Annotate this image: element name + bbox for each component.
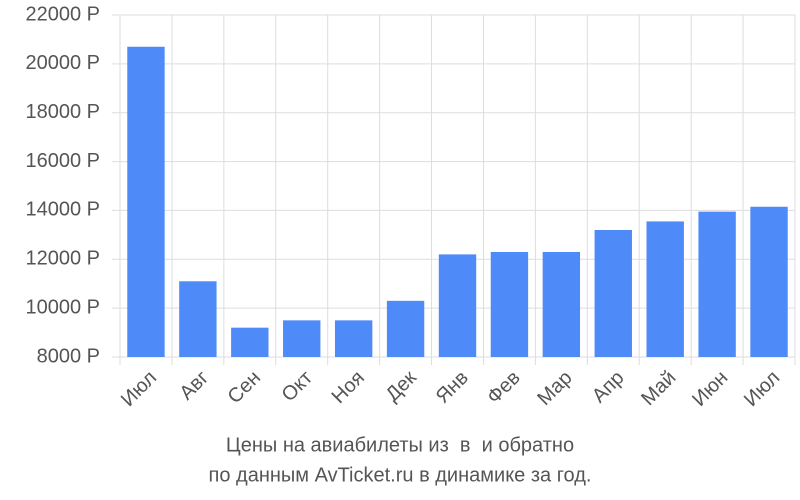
bar	[179, 281, 217, 357]
x-tick-label: Дек	[382, 367, 421, 406]
x-tick-label: Июл	[117, 367, 161, 411]
y-tick-label: 10000 Р	[25, 296, 100, 318]
bar	[283, 320, 321, 357]
bar	[594, 229, 632, 357]
bar	[490, 251, 529, 357]
bar	[438, 254, 477, 357]
x-tick-label: Мар	[533, 367, 576, 410]
x-tick-label: Июн	[688, 367, 732, 411]
y-tick-label: 14000 Р	[25, 199, 100, 221]
bar	[127, 46, 165, 357]
x-tick-label: Фев	[483, 367, 525, 409]
y-tick-label: 20000 Р	[25, 52, 100, 74]
y-tick-label: 12000 Р	[25, 248, 100, 270]
x-tick-label: Май	[637, 367, 680, 410]
chart-subtitle: по данным AvTicket.ru в динамике за год.	[209, 464, 592, 486]
bar	[646, 221, 684, 357]
x-tick-label: Окт	[278, 367, 317, 406]
chart-title: Цены на авиабилеты из в и обратно	[226, 434, 574, 456]
y-tick-label: 16000 Р	[25, 150, 100, 172]
x-tick-label: Июл	[740, 367, 784, 411]
bar	[386, 300, 425, 357]
x-tick-label: Янв	[432, 367, 473, 408]
y-tick-label: 22000 Р	[25, 3, 100, 25]
bar	[542, 251, 581, 357]
x-tick-label: Ноя	[328, 367, 369, 408]
x-tick-label: Авг	[175, 367, 213, 405]
y-tick-label: 8000 Р	[37, 345, 100, 367]
x-tick-label: Сен	[224, 367, 265, 408]
bar	[334, 320, 373, 357]
x-tick-label: Апр	[588, 367, 629, 408]
bar	[750, 206, 788, 357]
y-tick-label: 18000 Р	[25, 101, 100, 123]
bar	[231, 327, 269, 357]
bar	[698, 211, 736, 357]
